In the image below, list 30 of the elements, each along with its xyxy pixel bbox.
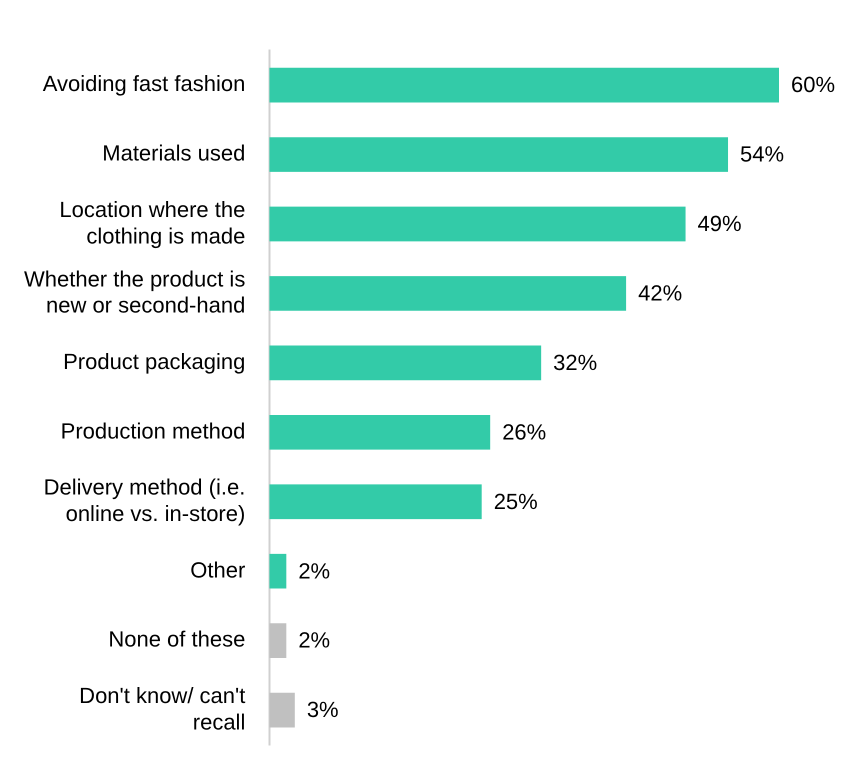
- data-label: 49%: [698, 211, 742, 236]
- bar: [269, 692, 295, 728]
- data-label: 25%: [494, 488, 538, 514]
- data-label: 54%: [740, 142, 784, 167]
- bar: [269, 414, 490, 450]
- data-label: 2%: [298, 558, 330, 584]
- data-label: 26%: [502, 419, 546, 444]
- y-tick-label: Whether the product is new or second-hand: [24, 266, 246, 318]
- bar: [269, 206, 686, 242]
- y-tick-label: Materials used: [102, 140, 246, 166]
- y-tick-label: Location where the clothing is made: [59, 196, 246, 248]
- y-tick-label: Other: [190, 557, 246, 582]
- bar: [269, 137, 728, 172]
- y-tick-label: Production method: [60, 418, 246, 444]
- data-label: 2%: [298, 628, 330, 653]
- y-tick-label: Delivery method (i.e. online vs. in-store): [44, 474, 246, 526]
- bar: [269, 276, 626, 311]
- y-tick-label: Product packaging: [63, 348, 246, 374]
- data-label: 42%: [638, 280, 682, 306]
- y-tick-label: Avoiding fast fashion: [42, 71, 246, 96]
- bar: [269, 346, 542, 380]
- y-tick-label: Don't know/ can't recall: [79, 682, 246, 734]
- bar: [269, 623, 286, 658]
- bar: [269, 68, 779, 102]
- bar: [269, 554, 286, 589]
- data-label: 60%: [791, 72, 836, 98]
- bar: [269, 484, 482, 520]
- y-tick-label: None of these: [108, 626, 246, 652]
- data-label: 32%: [553, 350, 598, 375]
- data-label: 3%: [306, 697, 339, 722]
